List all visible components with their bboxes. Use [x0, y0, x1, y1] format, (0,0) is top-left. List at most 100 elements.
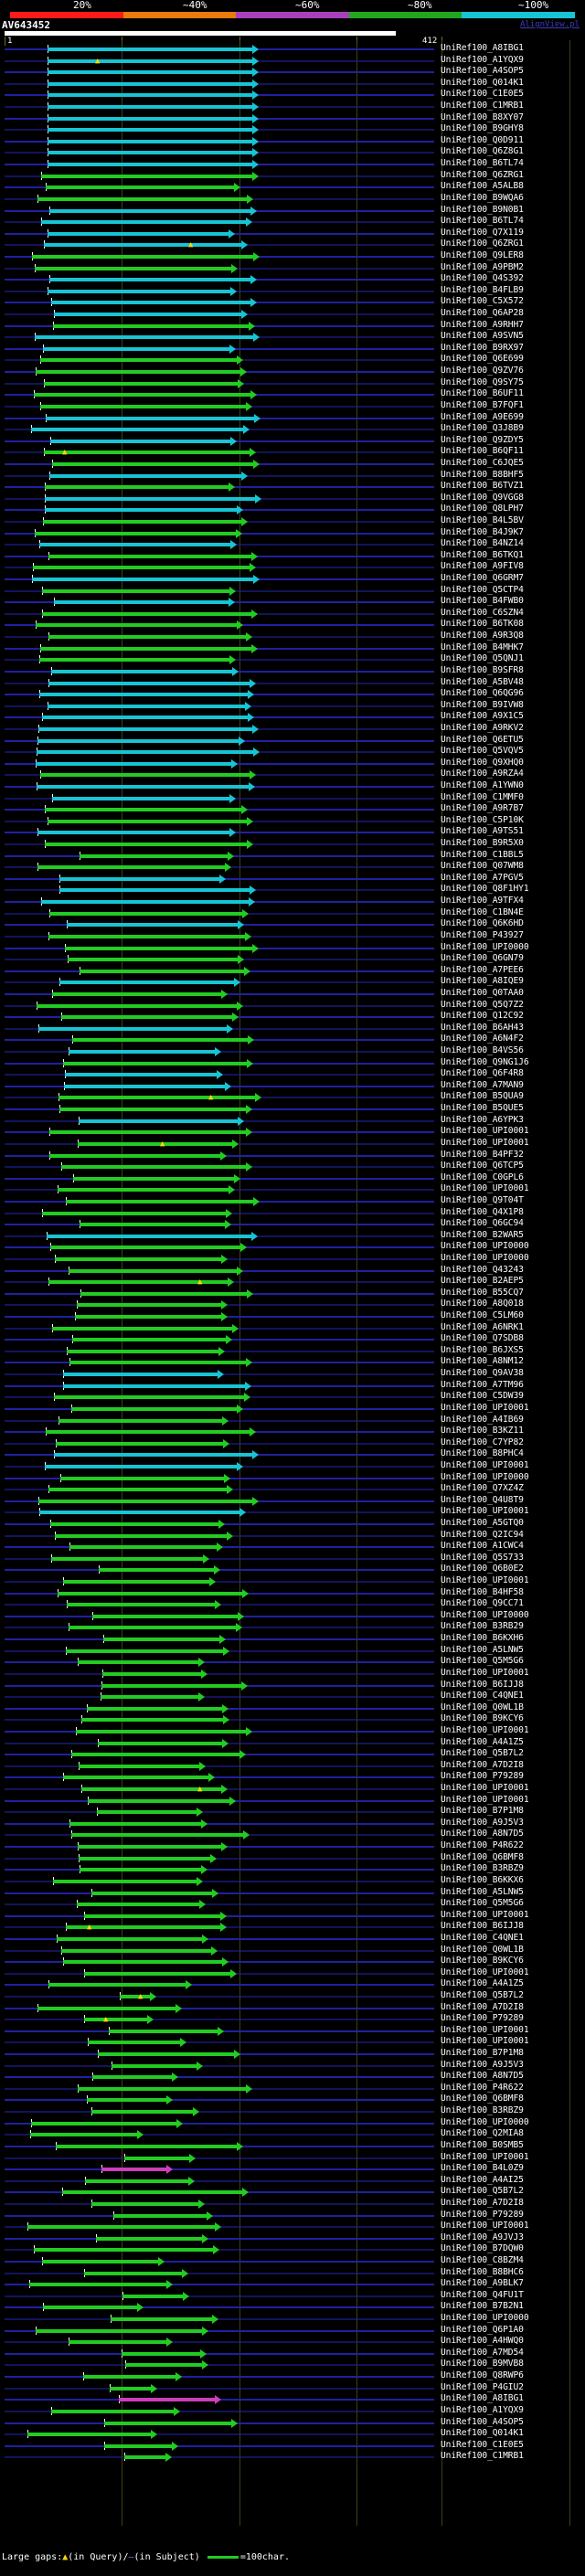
- hit-accession-label[interactable]: UniRef100_B2WAR5: [441, 1229, 524, 1240]
- hit-accession-label[interactable]: UniRef100_A9J5V3: [441, 1817, 524, 1828]
- alignment-row[interactable]: UniRef100_B3RBZ9: [0, 2105, 585, 2118]
- hit-accession-label[interactable]: UniRef100_A8N7D5: [441, 2071, 524, 2082]
- alignment-row[interactable]: UniRef100_A9J5V3: [0, 2060, 585, 2072]
- alignment-row[interactable]: UniRef100_B7DQW0: [0, 2243, 585, 2256]
- alignment-row[interactable]: UniRef100_UPI0000: [0, 1241, 585, 1254]
- hit-accession-label[interactable]: UniRef100_C0GPL6: [441, 1171, 524, 1182]
- alignment-row[interactable]: UniRef100_C5LM60: [0, 1310, 585, 1323]
- hit-accession-label[interactable]: UniRef100_A9X1C5: [441, 711, 524, 722]
- alignment-row[interactable]: UniRef100_Q4X1P8: [0, 1207, 585, 1220]
- hit-accession-label[interactable]: UniRef100_A7PGV5: [441, 872, 524, 883]
- alignment-row[interactable]: UniRef100_Q5QNJ1: [0, 653, 585, 666]
- hsp-bar[interactable]: [84, 2271, 182, 2275]
- hit-accession-label[interactable]: UniRef100_Q9NG1J6: [441, 1056, 529, 1067]
- hsp-bar[interactable]: [110, 2386, 151, 2390]
- hit-accession-label[interactable]: UniRef100_B4J9K7: [441, 526, 524, 537]
- hit-accession-label[interactable]: UniRef100_B4PF32: [441, 1149, 524, 1160]
- hit-accession-label[interactable]: UniRef100_B2AEP5: [441, 1276, 524, 1287]
- hsp-bar[interactable]: [48, 819, 247, 823]
- alignment-row[interactable]: UniRef100_UPI0001: [0, 1668, 585, 1680]
- alignment-row[interactable]: UniRef100_Q6Z8G1: [0, 146, 585, 159]
- hsp-bar[interactable]: [85, 2178, 188, 2183]
- hsp-bar[interactable]: [37, 750, 253, 755]
- alignment-row[interactable]: UniRef100_A9SVN5: [0, 331, 585, 344]
- hit-accession-label[interactable]: UniRef100_Q5CTP4: [441, 584, 524, 595]
- hsp-bar[interactable]: [49, 473, 241, 478]
- hsp-bar[interactable]: [55, 1533, 227, 1538]
- alignment-row[interactable]: UniRef100_A5LNW5: [0, 1645, 585, 1658]
- hit-accession-label[interactable]: UniRef100_Q4U8T9: [441, 1494, 524, 1505]
- hit-accession-label[interactable]: UniRef100_B4MHK7: [441, 641, 524, 652]
- hsp-bar[interactable]: [32, 254, 253, 259]
- hsp-bar[interactable]: [77, 1303, 221, 1308]
- alignment-row[interactable]: UniRef100_P4GIU2: [0, 2382, 585, 2395]
- hsp-bar[interactable]: [104, 2443, 172, 2448]
- hit-accession-label[interactable]: UniRef100_A8N7D5: [441, 1829, 524, 1839]
- hit-accession-label[interactable]: UniRef100_Q5M5G6: [441, 1898, 524, 1909]
- hit-accession-label[interactable]: UniRef100_A9PBM2: [441, 261, 524, 272]
- hit-accession-label[interactable]: UniRef100_P79289: [441, 2209, 524, 2220]
- hit-accession-label[interactable]: UniRef100_Q5B7L2: [441, 1989, 524, 2000]
- alignment-row[interactable]: UniRef100_A5ALB8: [0, 181, 585, 194]
- alignment-row[interactable]: UniRef100_UPI0001: [0, 2152, 585, 2165]
- alignment-row[interactable]: UniRef100_B55CQ7: [0, 1288, 585, 1300]
- alignment-row[interactable]: ▲ UniRef100_Q6ZRG1: [0, 239, 585, 251]
- hit-accession-label[interactable]: UniRef100_A9RZA4: [441, 769, 524, 779]
- hsp-bar[interactable]: [49, 208, 250, 213]
- alignment-row[interactable]: UniRef100_B4HF58: [0, 1587, 585, 1600]
- hsp-bar[interactable]: [91, 2201, 198, 2206]
- hsp-bar[interactable]: [66, 1648, 223, 1653]
- hit-accession-label[interactable]: UniRef100_UPI0001: [441, 1794, 529, 1805]
- alignment-row[interactable]: UniRef100_Q6GRM7: [0, 573, 585, 586]
- alignment-row[interactable]: UniRef100_Q6P1A0: [0, 2325, 585, 2337]
- hsp-bar[interactable]: [44, 451, 250, 455]
- hsp-bar[interactable]: [37, 196, 247, 201]
- hsp-bar[interactable]: [48, 289, 230, 293]
- hsp-bar[interactable]: [37, 831, 229, 835]
- hit-accession-label[interactable]: UniRef100_C5DW39: [441, 1391, 524, 1402]
- hit-accession-label[interactable]: UniRef100_Q9AV38: [441, 1368, 524, 1379]
- alignment-row[interactable]: UniRef100_A8IBG1: [0, 2393, 585, 2406]
- hit-accession-label[interactable]: UniRef100_A4AI25: [441, 2174, 524, 2185]
- hit-accession-label[interactable]: UniRef100_A9SVN5: [441, 331, 524, 342]
- alignment-row[interactable]: UniRef100_Q5M5G6: [0, 1898, 585, 1911]
- hsp-bar[interactable]: [37, 2006, 176, 2010]
- alignment-row[interactable]: UniRef100_Q6BMF8: [0, 2094, 585, 2106]
- hsp-bar[interactable]: [78, 1660, 198, 1665]
- hit-accession-label[interactable]: UniRef100_A4SOP5: [441, 66, 524, 77]
- alignment-row[interactable]: UniRef100_C1BBL5: [0, 850, 585, 863]
- hsp-bar[interactable]: [51, 2409, 174, 2413]
- alignment-row[interactable]: UniRef100_Q6QG96: [0, 688, 585, 701]
- hit-accession-label[interactable]: UniRef100_B9IVW8: [441, 699, 524, 710]
- alignment-row[interactable]: UniRef100_A9X1C5: [0, 711, 585, 724]
- hsp-bar[interactable]: [84, 2018, 147, 2022]
- hsp-bar[interactable]: [31, 428, 243, 432]
- alignment-row[interactable]: UniRef100_A7PGV5: [0, 872, 585, 885]
- hsp-bar[interactable]: [30, 2133, 137, 2137]
- alignment-row[interactable]: UniRef100_UPI0001: [0, 2221, 585, 2233]
- hsp-bar[interactable]: [79, 1856, 210, 1860]
- hsp-bar[interactable]: [59, 876, 219, 881]
- alignment-row[interactable]: UniRef100_UPI0000: [0, 1253, 585, 1266]
- hsp-bar[interactable]: [36, 370, 240, 375]
- alignment-row[interactable]: UniRef100_C7YP82: [0, 1437, 585, 1450]
- alignment-row[interactable]: UniRef100_C6JQE5: [0, 458, 585, 471]
- hsp-bar[interactable]: [56, 1441, 223, 1446]
- alignment-row[interactable]: UniRef100_Q8RWP6: [0, 2370, 585, 2383]
- alignment-row[interactable]: UniRef100_B6IJJ8: [0, 1680, 585, 1692]
- hsp-bar[interactable]: [34, 393, 250, 398]
- hsp-bar[interactable]: [40, 773, 250, 778]
- hsp-bar[interactable]: [67, 1603, 215, 1607]
- hsp-bar[interactable]: [98, 1741, 222, 1745]
- hsp-bar[interactable]: [45, 508, 237, 513]
- hit-accession-label[interactable]: UniRef100_B4L0Z9: [441, 2163, 524, 2174]
- alignment-row[interactable]: ▲ UniRef100_Q5B7L2: [0, 1989, 585, 2003]
- alignment-row[interactable]: UniRef100_B4L0Z9: [0, 2163, 585, 2176]
- alignment-row[interactable]: UniRef100_Q6ZRG1: [0, 170, 585, 183]
- hit-accession-label[interactable]: UniRef100_Q5B7L2: [441, 2186, 524, 2197]
- alignment-row[interactable]: UniRef100_Q9NG1J6: [0, 1056, 585, 1070]
- hsp-bar[interactable]: [63, 1383, 245, 1388]
- alignment-row[interactable]: UniRef100_Q9SY75: [0, 377, 585, 390]
- hsp-bar[interactable]: [43, 346, 229, 351]
- hsp-bar[interactable]: [124, 2156, 189, 2160]
